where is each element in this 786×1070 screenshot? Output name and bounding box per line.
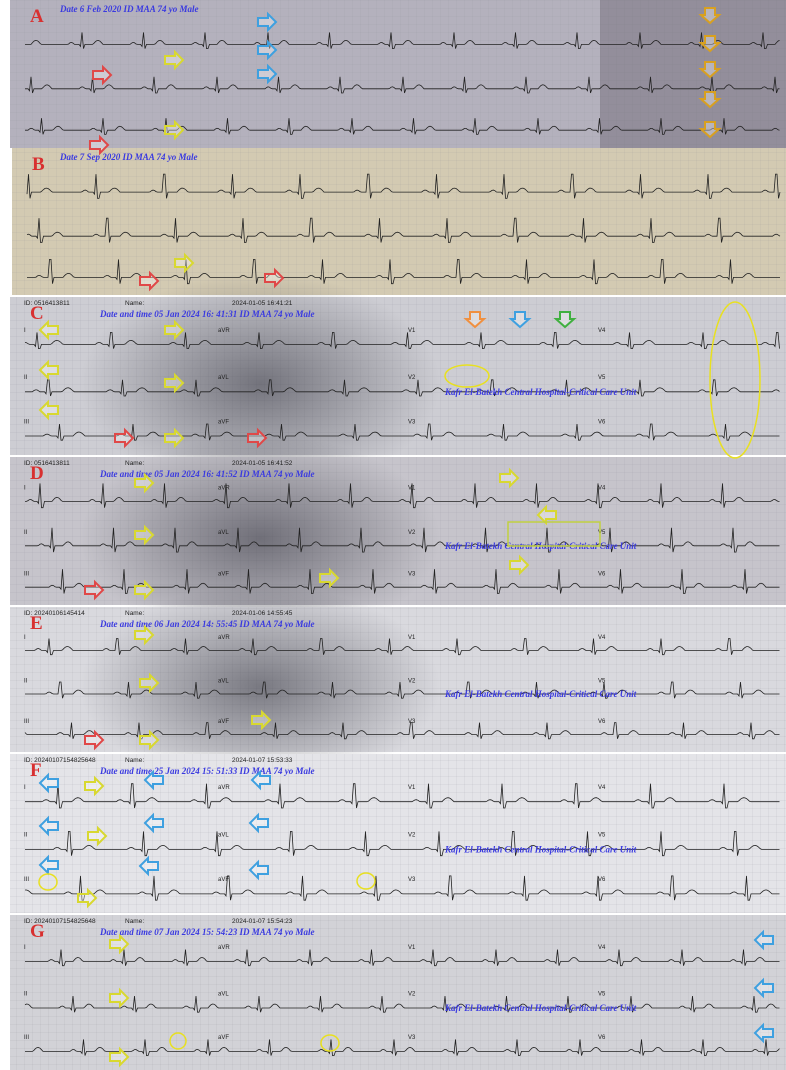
panel-label: A — [30, 6, 44, 27]
lead-label: V2 — [408, 992, 416, 998]
panel-caption: Date and time 05 Jan 2024 16: 41:52 ID M… — [99, 469, 315, 479]
lead-label: aVF — [218, 419, 229, 425]
lead-label: V2 — [408, 678, 416, 684]
header-name: Name: — [125, 460, 144, 467]
panel-label: B — [32, 154, 45, 175]
lead-label: II — [24, 678, 28, 684]
panel-caption: Date and time 07 Jan 2024 15: 54:23 ID M… — [99, 927, 315, 937]
lead-label: aVL — [218, 530, 229, 536]
lead-label: aVR — [218, 328, 230, 334]
lead-label: V4 — [598, 785, 606, 791]
lead-label: V5 — [598, 530, 606, 536]
header-name: Name: — [125, 918, 144, 925]
lead-label: V1 — [408, 635, 416, 641]
ecg-grid — [12, 148, 786, 295]
lead-label: V2 — [408, 530, 416, 536]
header-name: Name: — [125, 610, 144, 617]
lead-label: aVF — [218, 719, 229, 725]
lead-label: V6 — [598, 419, 606, 425]
lead-label: V6 — [598, 571, 606, 577]
lead-label: II — [24, 375, 28, 381]
lead-label: aVF — [218, 1035, 229, 1041]
header-id: ID: 0516413811 — [24, 300, 70, 307]
lead-label: V3 — [408, 1035, 416, 1041]
lead-label: aVL — [218, 833, 229, 839]
lead-label: V6 — [598, 877, 606, 883]
lead-label: aVR — [218, 486, 230, 492]
ecg-grid — [10, 754, 786, 913]
lead-label: III — [24, 419, 29, 425]
lead-label: V6 — [598, 719, 606, 725]
hospital-label: Kafr El-Batekh Central Hospital-Critical… — [444, 689, 637, 699]
lead-label: aVL — [218, 375, 229, 381]
header-id: ID: 20240106145414 — [24, 610, 85, 617]
lead-label: II — [24, 833, 28, 839]
panel-caption: Date and time 05 Jan 2024 16: 41:31 ID M… — [99, 309, 315, 319]
lead-label: III — [24, 571, 29, 577]
header-id: ID: 20240107154825648 — [24, 757, 96, 764]
panel-caption: Date and time 06 Jan 2024 14: 55:45 ID M… — [99, 619, 315, 629]
lead-label: aVR — [218, 945, 230, 951]
header-id: ID: 0516413811 — [24, 460, 70, 467]
panel-caption: Date and time 25 Jan 2024 15: 51:33 ID M… — [99, 766, 315, 776]
lead-label: III — [24, 877, 29, 883]
lead-label: V1 — [408, 486, 416, 492]
lead-label: V3 — [408, 571, 416, 577]
header-time: 2024-01-05 16:41:21 — [232, 300, 293, 307]
lead-label: aVL — [218, 992, 229, 998]
header-time: 2024-01-07 15:53:33 — [232, 757, 293, 764]
lead-label: V4 — [598, 328, 606, 334]
lead-label: V3 — [408, 419, 416, 425]
lead-label: aVF — [218, 571, 229, 577]
lead-label: III — [24, 719, 29, 725]
panel-caption: Date 6 Feb 2020 ID MAA 74 yo Male — [59, 4, 199, 14]
lead-label: V1 — [408, 785, 416, 791]
lead-label: V3 — [408, 877, 416, 883]
ecg-grid — [10, 915, 786, 1070]
hospital-label: Kafr El-Batekh Central Hospital-Critical… — [444, 845, 637, 855]
lead-label: V3 — [408, 719, 416, 725]
header-time: 2024-01-06 14:55:45 — [232, 610, 293, 617]
lead-label: aVF — [218, 877, 229, 883]
photo-shadow — [600, 0, 786, 148]
lead-label: V5 — [598, 678, 606, 684]
lead-label: aVR — [218, 635, 230, 641]
lead-label: V2 — [408, 375, 416, 381]
header-time: 2024-01-05 16:41:52 — [232, 460, 293, 467]
ecg-figure: A Date 6 Feb 2020 ID MAA 74 yo Male B Date … — [0, 0, 786, 1070]
header-name: Name: — [125, 757, 144, 764]
header-time: 2024-01-07 15:54:23 — [232, 918, 293, 925]
lead-label: V4 — [598, 635, 606, 641]
lead-label: V5 — [598, 833, 606, 839]
lead-label: V1 — [408, 328, 416, 334]
lead-label: V4 — [598, 486, 606, 492]
lead-label: V4 — [598, 945, 606, 951]
lead-label: II — [24, 992, 28, 998]
header-name: Name: — [125, 300, 144, 307]
header-id: ID: 20240107154825648 — [24, 918, 96, 925]
panel-caption: Date 7 Sep 2020 ID MAA 74 yo Male — [59, 152, 198, 162]
lead-label: V5 — [598, 375, 606, 381]
lead-label: II — [24, 530, 28, 536]
lead-label: V6 — [598, 1035, 606, 1041]
hospital-label: Kafr El-Batekh Central Hospital-Critical… — [444, 387, 637, 397]
lead-label: V2 — [408, 833, 416, 839]
lead-label: aVR — [218, 785, 230, 791]
lead-label: V5 — [598, 992, 606, 998]
hospital-label: Kafr El-Batekh Central Hospital-Critical… — [444, 1003, 637, 1013]
lead-label: aVL — [218, 678, 229, 684]
lead-label: III — [24, 1035, 29, 1041]
lead-label: V1 — [408, 945, 416, 951]
